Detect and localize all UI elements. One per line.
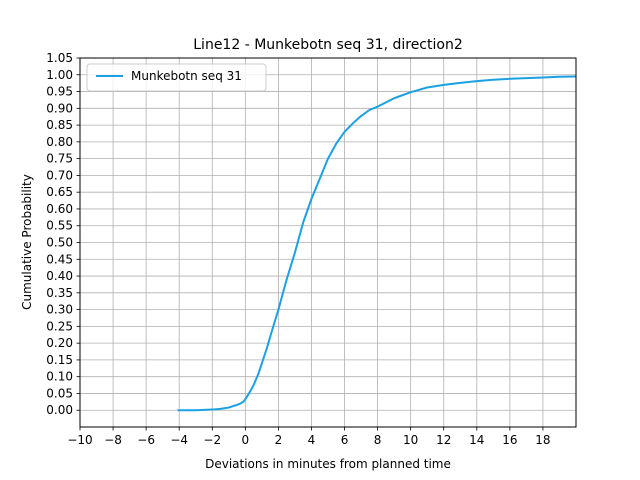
y-tick-label: 0.05 — [46, 386, 73, 400]
y-tick-label: 0.45 — [46, 252, 73, 266]
x-tick-label: 10 — [403, 433, 418, 447]
y-tick-label: 0.35 — [46, 286, 73, 300]
y-tick-label: 0.40 — [46, 269, 73, 283]
chart-title: Line12 - Munkebotn seq 31, direction2 — [193, 37, 462, 53]
y-tick-label: 0.95 — [46, 85, 73, 99]
x-axis-label: Deviations in minutes from planned time — [205, 457, 451, 471]
legend: Munkebotn seq 31 — [86, 63, 267, 92]
y-tick-label: 0.10 — [46, 370, 73, 384]
x-tick-label: 14 — [469, 433, 484, 447]
x-tick-label: 12 — [436, 433, 451, 447]
y-tick-label: 0.50 — [46, 236, 73, 250]
y-tick-label: 0.90 — [46, 101, 73, 115]
x-tick-label: 18 — [535, 433, 550, 447]
y-tick-label: 0.20 — [46, 336, 73, 350]
y-tick-label: 0.55 — [46, 219, 73, 233]
y-axis-ticks: 0.00 0.05 0.10 0.15 0.20 0.25 0.30 0.35 0.40 0.45… — [46, 51, 80, 417]
x-tick-label: 0 — [242, 433, 250, 447]
y-tick-label: 0.65 — [46, 185, 73, 199]
x-tick-label: 6 — [341, 433, 349, 447]
x-tick-label: −2 — [203, 433, 221, 447]
x-tick-label: 16 — [502, 433, 517, 447]
x-tick-label: 8 — [374, 433, 382, 447]
y-tick-label: 0.30 — [46, 303, 73, 317]
series-line — [177, 75, 576, 412]
y-tick-label: 0.80 — [46, 135, 73, 149]
x-axis-ticks: −10 −8 −6 −4 −2 0 2 4 6 8 10 12 14 16 18 — [67, 427, 551, 447]
x-tick-label: 4 — [308, 433, 316, 447]
series-layer — [177, 75, 576, 412]
y-tick-label: 0.15 — [46, 353, 73, 367]
y-tick-label: 0.85 — [46, 118, 73, 132]
y-tick-label: 0.25 — [46, 319, 73, 333]
grid — [79, 57, 576, 427]
x-tick-label: −4 — [170, 433, 188, 447]
legend-label: Munkebotn seq 31 — [131, 69, 242, 83]
x-tick-label: −6 — [137, 433, 155, 447]
y-tick-label: 1.00 — [46, 68, 73, 82]
x-tick-label: 2 — [275, 433, 283, 447]
y-axis-label: Cumulative Probability — [20, 174, 34, 310]
x-tick-label: −8 — [104, 433, 122, 447]
y-tick-label: 0.70 — [46, 168, 73, 182]
x-tick-label: −10 — [67, 433, 92, 447]
y-tick-label: 0.60 — [46, 202, 73, 216]
y-tick-label: 1.05 — [46, 51, 73, 65]
y-tick-label: 0.75 — [46, 152, 73, 166]
legend-box — [86, 63, 267, 92]
y-tick-label: 0.00 — [46, 403, 73, 417]
